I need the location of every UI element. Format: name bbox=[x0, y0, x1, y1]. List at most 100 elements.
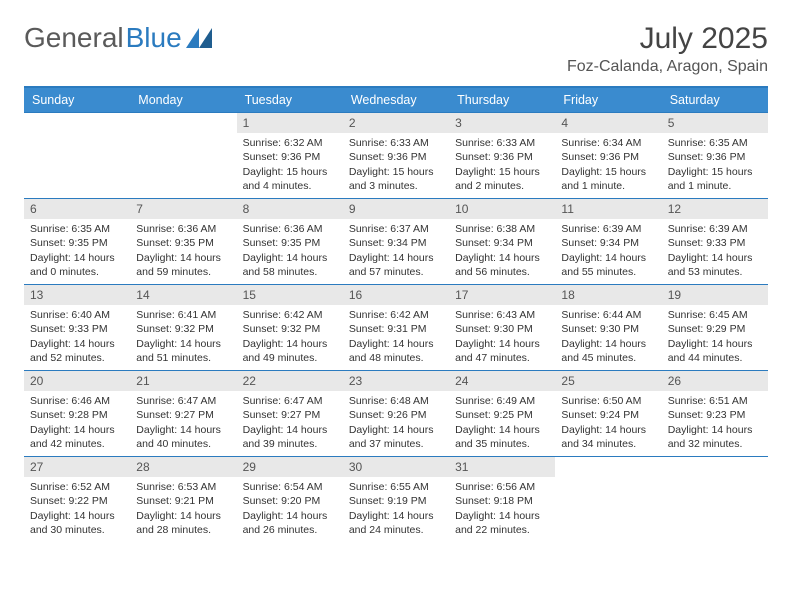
day-cell: 1Sunrise: 6:32 AMSunset: 9:36 PMDaylight… bbox=[237, 113, 343, 198]
day-body: Sunrise: 6:38 AMSunset: 9:34 PMDaylight:… bbox=[449, 221, 555, 283]
logo-text-2: Blue bbox=[126, 22, 182, 54]
day-number: 2 bbox=[343, 113, 449, 133]
sunrise-text: Sunrise: 6:36 AM bbox=[136, 222, 230, 236]
week-row: 1Sunrise: 6:32 AMSunset: 9:36 PMDaylight… bbox=[24, 112, 768, 198]
weekday-header: Thursday bbox=[449, 88, 555, 112]
sunrise-text: Sunrise: 6:42 AM bbox=[349, 308, 443, 322]
day-number: 1 bbox=[237, 113, 343, 133]
weekday-header: Saturday bbox=[662, 88, 768, 112]
day-body: Sunrise: 6:39 AMSunset: 9:34 PMDaylight:… bbox=[555, 221, 661, 283]
empty-cell bbox=[662, 457, 768, 542]
daylight-text: Daylight: 14 hours and 34 minutes. bbox=[561, 423, 655, 451]
title-block: July 2025 Foz-Calanda, Aragon, Spain bbox=[567, 22, 768, 76]
day-cell: 8Sunrise: 6:36 AMSunset: 9:35 PMDaylight… bbox=[237, 199, 343, 284]
day-body: Sunrise: 6:46 AMSunset: 9:28 PMDaylight:… bbox=[24, 393, 130, 455]
sunrise-text: Sunrise: 6:37 AM bbox=[349, 222, 443, 236]
week-row: 13Sunrise: 6:40 AMSunset: 9:33 PMDayligh… bbox=[24, 284, 768, 370]
daylight-text: Daylight: 14 hours and 26 minutes. bbox=[243, 509, 337, 537]
day-number: 29 bbox=[237, 457, 343, 477]
sunrise-text: Sunrise: 6:51 AM bbox=[668, 394, 762, 408]
day-body: Sunrise: 6:53 AMSunset: 9:21 PMDaylight:… bbox=[130, 479, 236, 541]
day-number: 30 bbox=[343, 457, 449, 477]
day-body: Sunrise: 6:55 AMSunset: 9:19 PMDaylight:… bbox=[343, 479, 449, 541]
day-number: 20 bbox=[24, 371, 130, 391]
sunrise-text: Sunrise: 6:45 AM bbox=[668, 308, 762, 322]
day-body: Sunrise: 6:40 AMSunset: 9:33 PMDaylight:… bbox=[24, 307, 130, 369]
day-number: 14 bbox=[130, 285, 236, 305]
day-number: 18 bbox=[555, 285, 661, 305]
sunrise-text: Sunrise: 6:34 AM bbox=[561, 136, 655, 150]
sunrise-text: Sunrise: 6:35 AM bbox=[668, 136, 762, 150]
day-cell: 5Sunrise: 6:35 AMSunset: 9:36 PMDaylight… bbox=[662, 113, 768, 198]
sunset-text: Sunset: 9:29 PM bbox=[668, 322, 762, 336]
day-number: 13 bbox=[24, 285, 130, 305]
day-body: Sunrise: 6:56 AMSunset: 9:18 PMDaylight:… bbox=[449, 479, 555, 541]
sunrise-text: Sunrise: 6:49 AM bbox=[455, 394, 549, 408]
day-body: Sunrise: 6:42 AMSunset: 9:31 PMDaylight:… bbox=[343, 307, 449, 369]
daylight-text: Daylight: 14 hours and 49 minutes. bbox=[243, 337, 337, 365]
weekday-header: Wednesday bbox=[343, 88, 449, 112]
sunset-text: Sunset: 9:27 PM bbox=[136, 408, 230, 422]
day-cell: 17Sunrise: 6:43 AMSunset: 9:30 PMDayligh… bbox=[449, 285, 555, 370]
sunset-text: Sunset: 9:36 PM bbox=[455, 150, 549, 164]
daylight-text: Daylight: 14 hours and 56 minutes. bbox=[455, 251, 549, 279]
sunrise-text: Sunrise: 6:40 AM bbox=[30, 308, 124, 322]
day-cell: 6Sunrise: 6:35 AMSunset: 9:35 PMDaylight… bbox=[24, 199, 130, 284]
day-body: Sunrise: 6:39 AMSunset: 9:33 PMDaylight:… bbox=[662, 221, 768, 283]
logo-icon bbox=[186, 28, 212, 48]
sunrise-text: Sunrise: 6:56 AM bbox=[455, 480, 549, 494]
logo: GeneralBlue bbox=[24, 22, 212, 54]
day-body: Sunrise: 6:43 AMSunset: 9:30 PMDaylight:… bbox=[449, 307, 555, 369]
day-number: 26 bbox=[662, 371, 768, 391]
day-body: Sunrise: 6:47 AMSunset: 9:27 PMDaylight:… bbox=[130, 393, 236, 455]
day-cell: 12Sunrise: 6:39 AMSunset: 9:33 PMDayligh… bbox=[662, 199, 768, 284]
sunset-text: Sunset: 9:25 PM bbox=[455, 408, 549, 422]
sunset-text: Sunset: 9:30 PM bbox=[455, 322, 549, 336]
day-body: Sunrise: 6:35 AMSunset: 9:36 PMDaylight:… bbox=[662, 135, 768, 197]
sunrise-text: Sunrise: 6:47 AM bbox=[243, 394, 337, 408]
week-row: 27Sunrise: 6:52 AMSunset: 9:22 PMDayligh… bbox=[24, 456, 768, 542]
day-number: 19 bbox=[662, 285, 768, 305]
day-number: 22 bbox=[237, 371, 343, 391]
daylight-text: Daylight: 15 hours and 1 minute. bbox=[561, 165, 655, 193]
day-body: Sunrise: 6:32 AMSunset: 9:36 PMDaylight:… bbox=[237, 135, 343, 197]
sunset-text: Sunset: 9:35 PM bbox=[30, 236, 124, 250]
day-cell: 21Sunrise: 6:47 AMSunset: 9:27 PMDayligh… bbox=[130, 371, 236, 456]
daylight-text: Daylight: 14 hours and 48 minutes. bbox=[349, 337, 443, 365]
day-number: 23 bbox=[343, 371, 449, 391]
daylight-text: Daylight: 14 hours and 28 minutes. bbox=[136, 509, 230, 537]
day-cell: 24Sunrise: 6:49 AMSunset: 9:25 PMDayligh… bbox=[449, 371, 555, 456]
day-cell: 14Sunrise: 6:41 AMSunset: 9:32 PMDayligh… bbox=[130, 285, 236, 370]
day-number: 7 bbox=[130, 199, 236, 219]
day-cell: 11Sunrise: 6:39 AMSunset: 9:34 PMDayligh… bbox=[555, 199, 661, 284]
sunrise-text: Sunrise: 6:46 AM bbox=[30, 394, 124, 408]
day-body: Sunrise: 6:50 AMSunset: 9:24 PMDaylight:… bbox=[555, 393, 661, 455]
sunset-text: Sunset: 9:36 PM bbox=[561, 150, 655, 164]
day-number: 8 bbox=[237, 199, 343, 219]
day-body: Sunrise: 6:36 AMSunset: 9:35 PMDaylight:… bbox=[237, 221, 343, 283]
weekday-header: Sunday bbox=[24, 88, 130, 112]
daylight-text: Daylight: 14 hours and 44 minutes. bbox=[668, 337, 762, 365]
day-number: 12 bbox=[662, 199, 768, 219]
day-cell: 31Sunrise: 6:56 AMSunset: 9:18 PMDayligh… bbox=[449, 457, 555, 542]
day-cell: 20Sunrise: 6:46 AMSunset: 9:28 PMDayligh… bbox=[24, 371, 130, 456]
daylight-text: Daylight: 14 hours and 57 minutes. bbox=[349, 251, 443, 279]
day-cell: 22Sunrise: 6:47 AMSunset: 9:27 PMDayligh… bbox=[237, 371, 343, 456]
daylight-text: Daylight: 14 hours and 42 minutes. bbox=[30, 423, 124, 451]
sunrise-text: Sunrise: 6:44 AM bbox=[561, 308, 655, 322]
sunset-text: Sunset: 9:34 PM bbox=[349, 236, 443, 250]
daylight-text: Daylight: 14 hours and 32 minutes. bbox=[668, 423, 762, 451]
daylight-text: Daylight: 14 hours and 58 minutes. bbox=[243, 251, 337, 279]
day-body: Sunrise: 6:33 AMSunset: 9:36 PMDaylight:… bbox=[343, 135, 449, 197]
sunrise-text: Sunrise: 6:36 AM bbox=[243, 222, 337, 236]
sunset-text: Sunset: 9:26 PM bbox=[349, 408, 443, 422]
day-body: Sunrise: 6:48 AMSunset: 9:26 PMDaylight:… bbox=[343, 393, 449, 455]
daylight-text: Daylight: 14 hours and 59 minutes. bbox=[136, 251, 230, 279]
sunset-text: Sunset: 9:24 PM bbox=[561, 408, 655, 422]
day-cell: 4Sunrise: 6:34 AMSunset: 9:36 PMDaylight… bbox=[555, 113, 661, 198]
day-number: 28 bbox=[130, 457, 236, 477]
day-number: 31 bbox=[449, 457, 555, 477]
sunset-text: Sunset: 9:22 PM bbox=[30, 494, 124, 508]
day-number: 17 bbox=[449, 285, 555, 305]
day-cell: 28Sunrise: 6:53 AMSunset: 9:21 PMDayligh… bbox=[130, 457, 236, 542]
